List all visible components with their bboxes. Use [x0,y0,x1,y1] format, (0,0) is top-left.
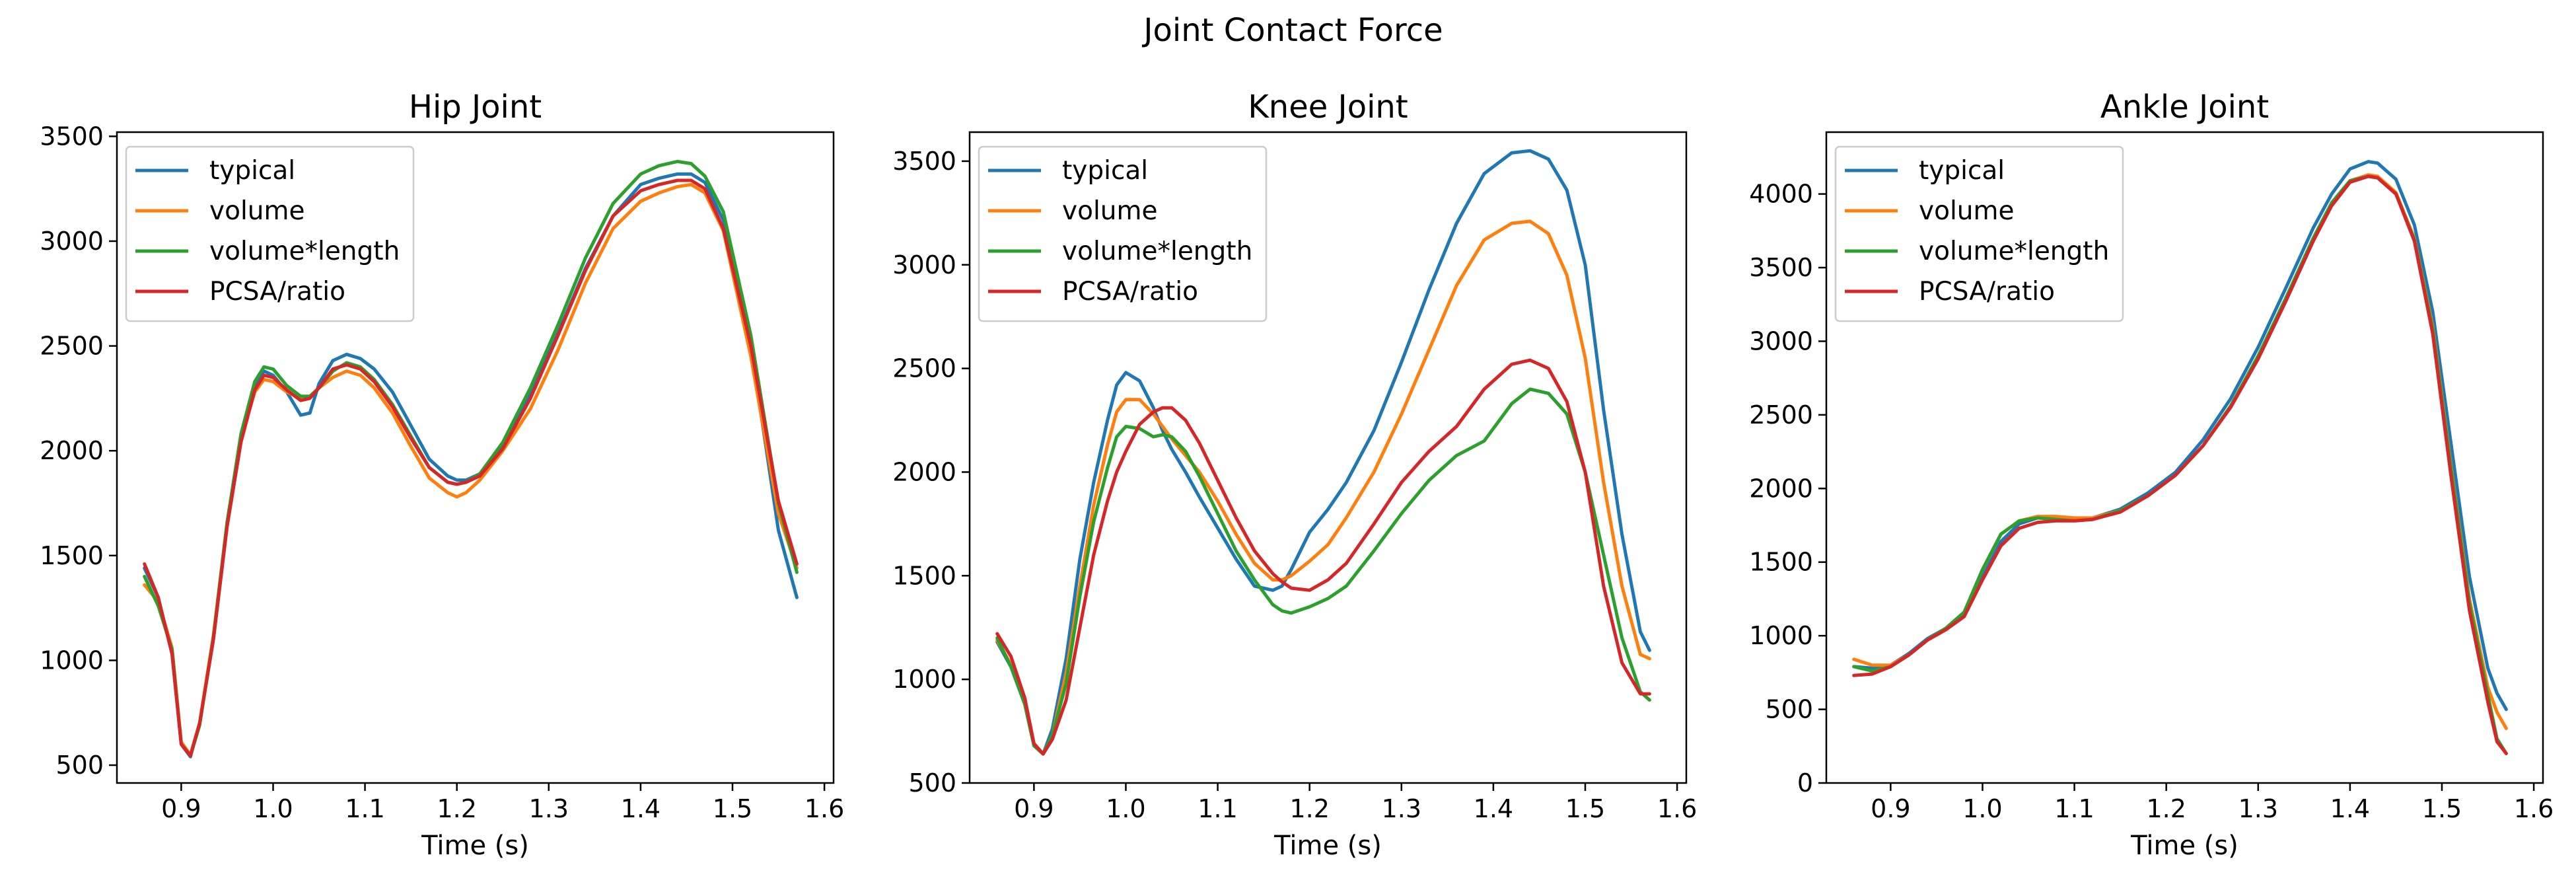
x-tick-label: 1.4 [2330,794,2370,823]
y-tick-label: 1000 [40,646,104,675]
series-line-typical [995,149,1651,756]
y-tick-label: 500 [55,751,104,780]
x-tick-label: 1.0 [1106,794,1145,823]
x-tick-label: 1.0 [1962,794,2002,823]
legend-label: typical [1062,156,1148,186]
legend: typical volume volume*length PCSA/ratio [1834,145,2124,322]
x-tick-label: 1.5 [2422,794,2462,823]
x-tick-label: 0.9 [1014,794,1054,823]
y-tick-label: 2000 [1749,474,1813,503]
y-tick-label: 1000 [1749,621,1813,650]
y-tick-label: 3500 [40,122,104,151]
y-tick-label: 3000 [892,250,956,279]
axes-frame [116,131,835,784]
legend-label: volume [209,196,304,226]
axes-frame [1825,131,2544,784]
x-tick-label: 1.1 [1198,794,1237,823]
y-tick-label: 500 [908,768,956,798]
legend-label: typical [1919,156,2005,186]
legend-label: typical [209,156,295,186]
y-tick-label: 0 [1797,768,1813,798]
y-tick-label: 2000 [892,457,956,486]
legend-label: volume*length [1062,237,1252,266]
series-line-volume-length [995,387,1651,756]
series-line-pcsa-ratio [995,358,1651,756]
y-tick-label: 2500 [1749,400,1813,429]
x-tick-label: 1.1 [2054,794,2094,823]
series-line-pcsa-ratio [1852,174,2508,755]
x-tick-label: 1.2 [437,794,476,823]
x-tick-label: 1.1 [345,794,384,823]
y-tick-label: 3500 [1749,253,1813,282]
figure-title: Joint Contact Force [1141,12,1443,49]
x-tick-label: 1.4 [1474,794,1513,823]
legend-box [125,145,415,322]
y-tick-label: 2000 [40,436,104,465]
legend-label: PCSA/ratio [1062,277,1198,307]
legend: typical volume volume*length PCSA/ratio [125,145,415,322]
legend-label: volume*length [1919,237,2109,266]
y-tick-label: 2500 [892,354,956,383]
x-tick-label: 1.3 [529,794,569,823]
x-tick-label: 1.5 [1565,794,1605,823]
legend-label: volume [1062,196,1157,226]
y-tick-label: 3000 [1749,326,1813,355]
y-tick-label: 4000 [1749,180,1813,209]
x-tick-label: 1.6 [1657,794,1697,823]
legend-label: PCSA/ratio [209,277,345,307]
panel-title: Ankle Joint [2100,89,2269,126]
x-tick-label: 0.9 [1871,794,1910,823]
panel-0: Hip Joint 0.9 1.0 1.1 1.2 1.3 1.4 1.5 1.6 500 1000… [40,89,844,861]
x-tick-label: 0.9 [161,794,201,823]
legend-label: PCSA/ratio [1919,277,2055,307]
x-tick-label: 1.3 [2238,794,2278,823]
x-axis-label: Time (s) [2130,831,2238,861]
panel-title: Knee Joint [1248,89,1408,126]
x-tick-label: 1.6 [805,794,844,823]
y-tick-label: 3500 [892,147,956,176]
y-tick-label: 500 [1765,695,1813,724]
y-tick-label: 1000 [892,665,956,694]
y-tick-label: 1500 [1749,548,1813,577]
x-tick-label: 1.0 [253,794,293,823]
legend-box [1834,145,2124,322]
x-tick-label: 1.2 [2146,794,2186,823]
axes-frame [968,131,1688,784]
x-tick-label: 1.6 [2514,794,2554,823]
y-tick-label: 1500 [892,561,956,590]
legend: typical volume volume*length PCSA/ratio [978,145,1268,322]
legend-label: volume*length [209,237,400,266]
legend-box [978,145,1268,322]
panel-2: Ankle Joint 0.9 1.0 1.1 1.2 1.3 1.4 1.5 1.6 0 500 1… [1749,89,2554,861]
legend-label: volume [1919,196,2014,226]
panel-title: Hip Joint [409,89,542,126]
x-tick-label: 1.2 [1289,794,1329,823]
panel-1: Knee Joint 0.9 1.0 1.1 1.2 1.3 1.4 1.5 1.6 500 100… [892,89,1697,861]
series-line-pcsa-ratio [143,178,799,758]
x-tick-label: 1.3 [1382,794,1421,823]
x-tick-label: 1.4 [621,794,661,823]
y-tick-label: 1500 [40,541,104,570]
y-tick-label: 2500 [40,332,104,361]
x-axis-label: Time (s) [1273,831,1382,861]
y-tick-label: 3000 [40,227,104,256]
x-tick-label: 1.5 [713,794,752,823]
x-axis-label: Time (s) [421,831,529,861]
